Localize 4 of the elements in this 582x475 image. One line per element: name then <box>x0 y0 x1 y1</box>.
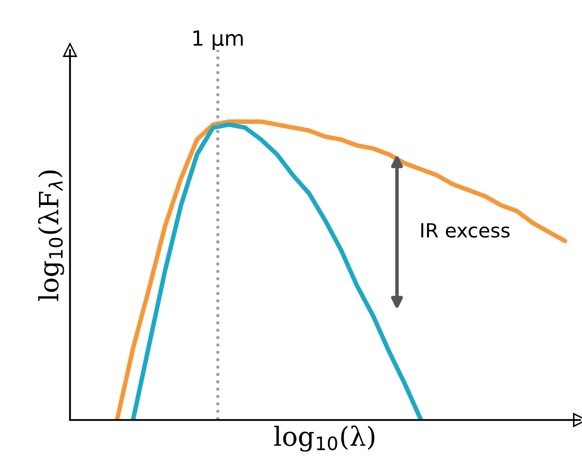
y-axis-title: log$_{10}$(λF$_{λ}$) <box>38 170 64 301</box>
x-axis-title: log$_{10}$(λ) <box>274 426 374 452</box>
annotation: IR excess <box>421 223 510 238</box>
text: 1 μm <box>193 30 243 50</box>
